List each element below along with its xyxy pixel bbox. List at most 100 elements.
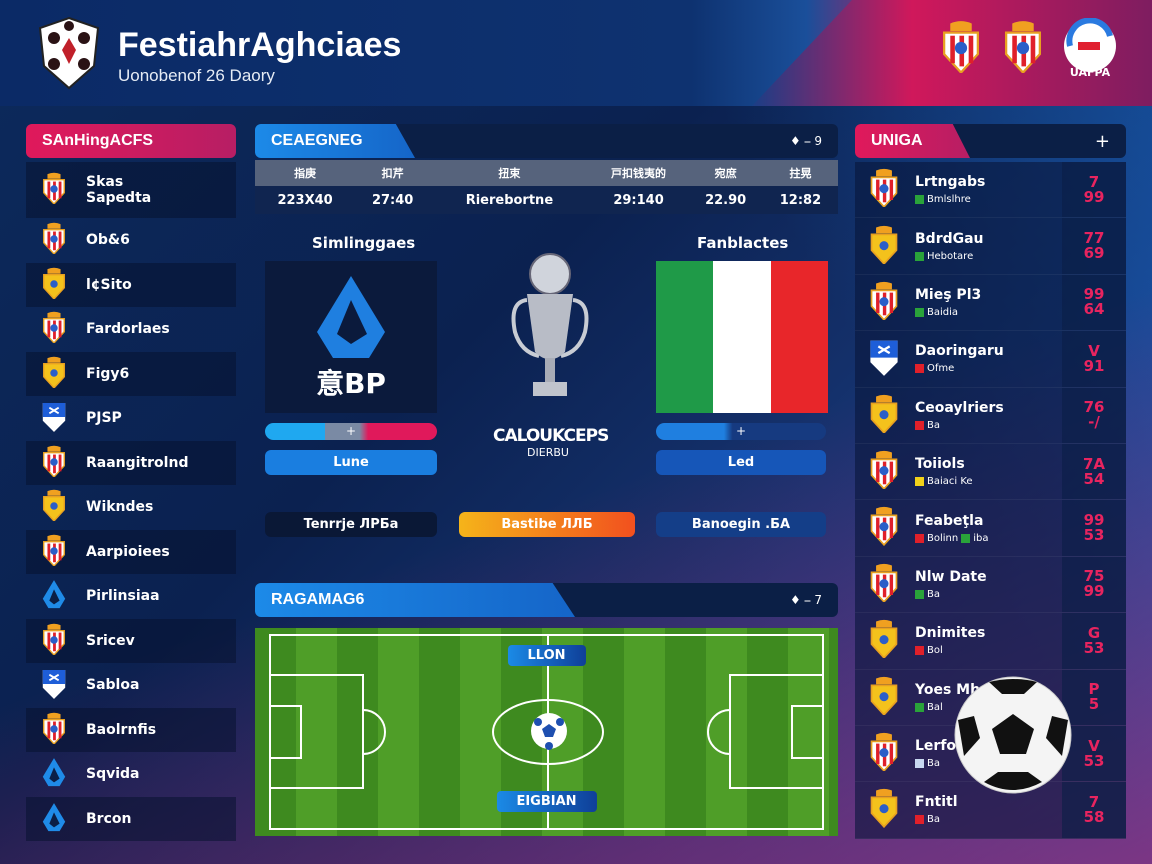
team-name: BdrdGau [915,230,984,247]
team-status: Ba [927,588,940,600]
sidebar-item[interactable]: Ob&6 [26,218,236,263]
sidebar-item[interactable]: Sricev [26,618,236,663]
standing-item[interactable]: Ceoaylriers Ba 76 -/ [855,387,1126,444]
sidebar-item-label: Brcon [86,810,132,827]
club-crest-icon [867,394,901,437]
team-name: Dnimites [915,625,986,642]
sidebar-item[interactable]: Raangitrolnd [26,440,236,485]
team-status: Bal [927,701,943,713]
club-crest-icon [40,356,68,392]
status-indicator [915,759,924,769]
app-subtitle: Uonobenof 26 Daory [118,66,275,85]
left-sidebar-header: SAnHingACFS [26,124,236,158]
away-info-button[interactable]: Banoegin .БA [656,512,826,537]
table-header: 宛庶 [688,160,763,186]
club-crest-icon [867,506,901,549]
team-score: P 5 [1062,669,1126,725]
standing-item[interactable]: Feabeţla Bolinn iba 99 53 [855,500,1126,557]
sidebar-item[interactable]: Sqvida [26,752,236,797]
club-crest-icon [40,756,68,792]
team-name: Mieş Pl3 [915,286,982,303]
sidebar-item-label: Aarpioiees [86,543,170,560]
team-status: Baiaci Ke [927,476,973,488]
table-cell: Rierebortne [430,186,589,214]
sidebar-item-label: Figy6 [86,365,130,382]
ball-icon [531,713,567,750]
club-crest-icon [40,712,68,748]
sidebar-item[interactable]: Skas Sapedta [26,162,236,218]
team-score: 7A 54 [1062,443,1126,500]
standing-item[interactable]: Daoringaru Ofme V 91 [855,331,1126,388]
club-crest-icon [867,788,901,831]
standing-item[interactable]: Lrtngabs Bmlslhre 7 99 [855,162,1126,219]
highlight-button[interactable]: Bastibe ЛЛБ [459,512,635,537]
table-header: 拄晃 [762,160,838,186]
club-crest-icon [867,168,901,211]
status-indicator [915,815,924,825]
team-status: Bolinn [927,532,959,544]
club-crest-icon [40,534,68,570]
match-panel: CEAEGNEG ♦ ⎯ 9 指庚 扣芹 扭束 戸扣钱夷的 宛庶 拄晃 223X40 27:4… [255,124,838,537]
sidebar-item[interactable]: l¢Sito [26,262,236,307]
table-header: 指庚 [255,160,356,186]
team-status: Ofme [927,363,955,375]
pitch-panel: RAGAMAG6 ♦ ⎯ 7 LLON EIGBIAN [255,583,838,836]
away-progress-bar: + [656,423,826,440]
standing-item[interactable]: Mieş Pl3 Baidia 99 64 [855,274,1126,332]
standing-item[interactable]: Nlw Date Ba 75 99 [855,556,1126,614]
status-indicator [915,646,924,656]
table-cell: 29:140 [588,186,689,214]
club-crest-icon [867,676,901,719]
add-button[interactable]: + [1094,130,1110,152]
sidebar-item-label: Sabloa [86,677,140,694]
team-score: V 53 [1062,725,1126,782]
sidebar-item-label: l¢Sito [86,276,132,293]
competition-logo: CALOUKCEPS DIERBU [493,426,609,459]
team-name: Lerfo [915,738,957,755]
sidebar-item[interactable]: Pirlinsiaa [26,574,236,619]
team-status: Ba [927,758,940,770]
table-cell: 223X40 [255,186,356,214]
team-name: Fntitl [915,794,958,811]
club-crest-icon [867,225,901,268]
app-title: FestiahrAghciaes [118,26,402,64]
standing-item[interactable]: Toiiols Baiaci Ke 7A 54 [855,443,1126,501]
sidebar-item[interactable]: Baolrnfis [26,707,236,752]
team-status: Ba [927,814,940,826]
table-header: 扭束 [430,160,589,186]
standing-item[interactable]: Fntitl Ba 7 58 [855,782,1126,839]
soccer-ball-icon [954,676,1072,794]
sidebar-item-label: Sricev [86,632,135,649]
right-sidebar: UNIGA + Lrtngabs Bmlslhre 7 99 BdrdGau H… [855,124,1126,839]
sidebar-item[interactable]: Wikndes [26,485,236,530]
standing-item[interactable]: Dnimites Bol G 53 [855,613,1126,670]
team-status: Bol [927,645,943,657]
status-indicator [915,533,924,543]
home-button[interactable]: Lune [265,450,437,475]
sidebar-item[interactable]: Fardorlaes [26,307,236,352]
match-panel-header: CEAEGNEG ♦ ⎯ 9 [255,124,838,158]
sidebar-item[interactable]: PJSP [26,396,236,441]
sidebar-item[interactable]: Figy6 [26,351,236,396]
sidebar-item-label: Raangitrolnd [86,454,189,471]
club-logo [38,16,100,90]
table-header: 戸扣钱夷的 [588,160,689,186]
sidebar-item[interactable]: Brcon [26,796,236,841]
club-crest-icon [40,801,68,837]
club-crest-icon [40,222,68,258]
home-info-button[interactable]: Tenrrje ЛPБа [265,512,437,537]
sidebar-item[interactable]: Sabloa [26,663,236,708]
football-pitch: LLON EIGBIAN [255,628,838,836]
club-crest-icon [40,489,68,525]
away-button[interactable]: Led [656,450,826,475]
panel-controls[interactable]: ♦ ⎯ 9 [789,133,822,148]
away-team-label: Fanblactes [697,234,789,252]
standing-item[interactable]: BdrdGau Hebotare 77 69 [855,218,1126,275]
club-crest-icon [867,563,901,606]
sidebar-item[interactable]: Aarpioiees [26,529,236,574]
club-crest-icon [40,667,68,703]
panel-controls[interactable]: ♦ ⎯ 7 [789,592,822,607]
pitch-top-label: LLON [507,645,586,666]
team-score: V 91 [1062,331,1126,387]
team-score: 75 99 [1062,556,1126,613]
